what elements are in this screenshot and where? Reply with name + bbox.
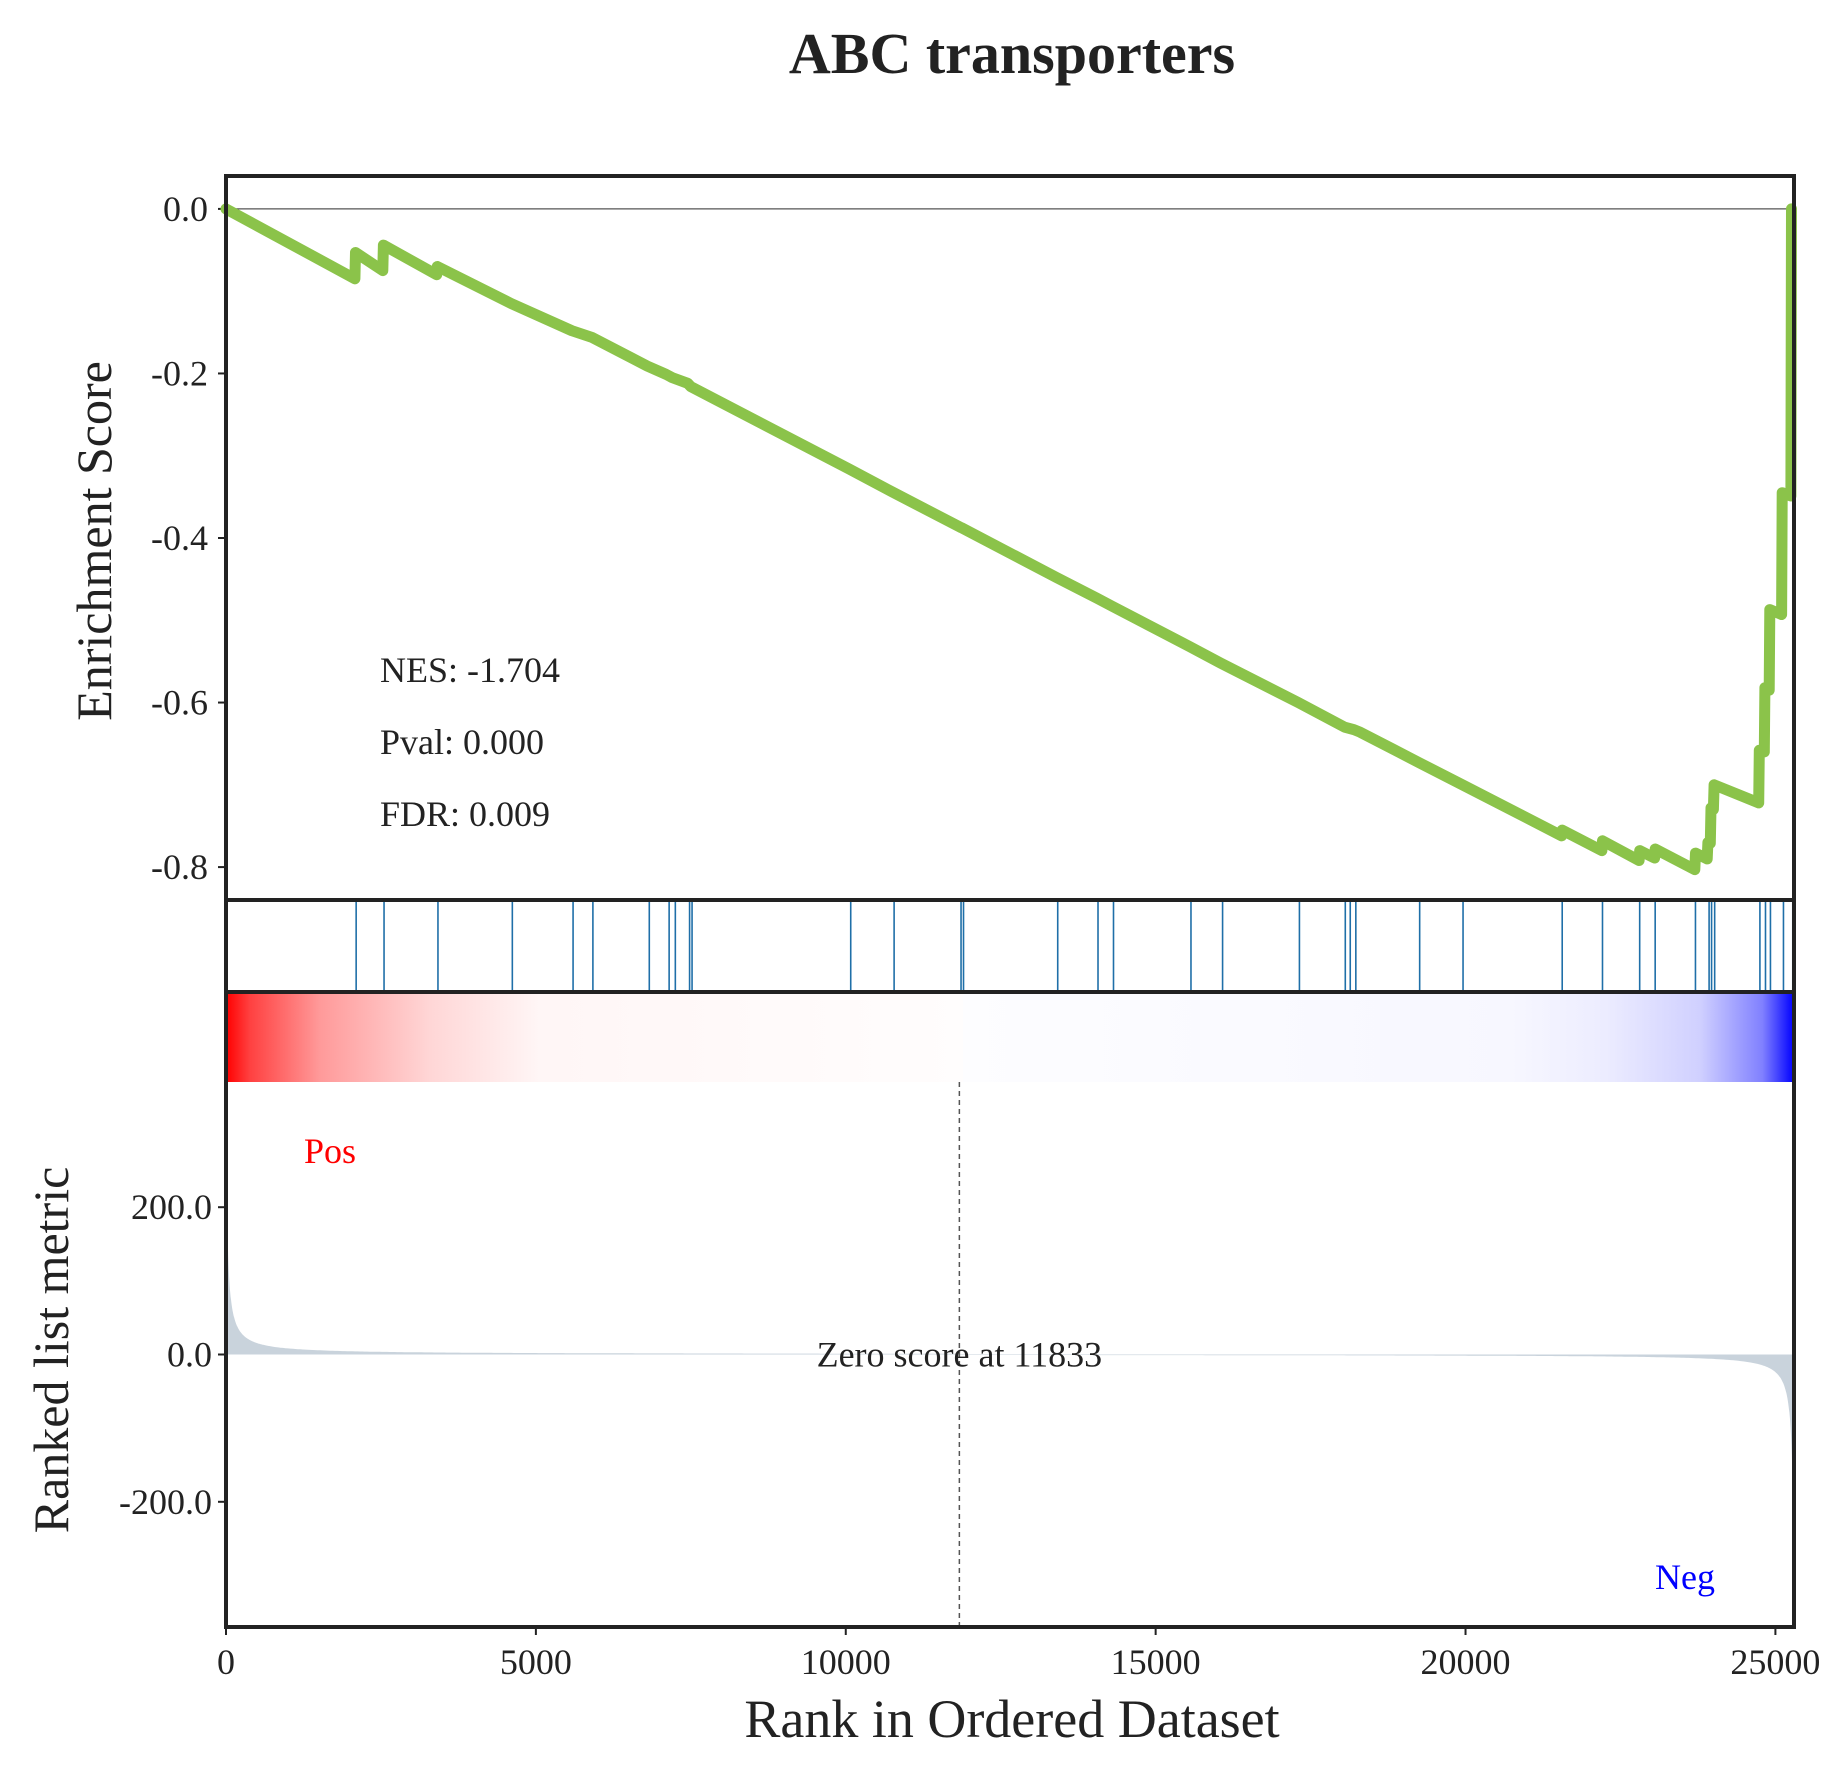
hits-frame (224, 898, 1796, 994)
es-y-tick-label: -0.4 (151, 518, 208, 558)
fdr-label: FDR: 0.009 (380, 794, 550, 834)
bottom-frame (224, 990, 1796, 1629)
metric-y-axis-label: Ranked list metric (23, 1167, 79, 1534)
hits-panel (224, 898, 1796, 994)
x-axis-ticks: 0 5000 10000 15000 20000 25000 (217, 1627, 1820, 1682)
metric-y-tick-label: 0.0 (167, 1335, 212, 1375)
chart-title: ABC transporters (789, 21, 1235, 86)
x-tick-label: 0 (217, 1642, 235, 1682)
pos-label: Pos (304, 1131, 356, 1171)
ranked-metric-panel: Zero score at 11833 Pos Neg 200.0 0.0 -200… (23, 990, 1796, 1629)
zero-score-label: Zero score at 11833 (817, 1335, 1103, 1375)
x-tick-label: 20000 (1421, 1642, 1511, 1682)
es-y-axis-label: Enrichment Score (66, 361, 122, 721)
pval-label: Pval: 0.000 (380, 722, 544, 762)
hit-lines (355, 902, 1794, 990)
metric-y-tick-label: -200.0 (119, 1482, 212, 1522)
ranked-metric-area (226, 1082, 1794, 1627)
x-axis-label: Rank in Ordered Dataset (744, 1689, 1279, 1749)
enrichment-panel: 0.0 -0.2 -0.4 -0.6 -0.8 NES: -1.704 Pval: 0.… (66, 174, 1797, 902)
x-tick-label: 5000 (500, 1642, 572, 1682)
es-y-tick-label: -0.8 (151, 847, 208, 887)
metric-y-ticks: 200.0 0.0 -200.0 (119, 1187, 226, 1522)
x-tick-label: 15000 (1111, 1642, 1201, 1682)
rank-heatmap-bar (226, 992, 1794, 1082)
es-y-tick-label: -0.6 (151, 683, 208, 723)
es-y-ticks: 0.0 -0.2 -0.4 -0.6 -0.8 (151, 189, 226, 887)
enrichment-score-line (220, 203, 1797, 876)
nes-label: NES: -1.704 (380, 650, 560, 690)
x-tick-label: 25000 (1730, 1642, 1820, 1682)
metric-y-tick-label: 200.0 (131, 1187, 212, 1227)
es-y-tick-label: -0.2 (151, 353, 208, 393)
x-tick-label: 10000 (801, 1642, 891, 1682)
es-y-tick-label: 0.0 (163, 189, 208, 229)
neg-label: Neg (1655, 1557, 1715, 1597)
